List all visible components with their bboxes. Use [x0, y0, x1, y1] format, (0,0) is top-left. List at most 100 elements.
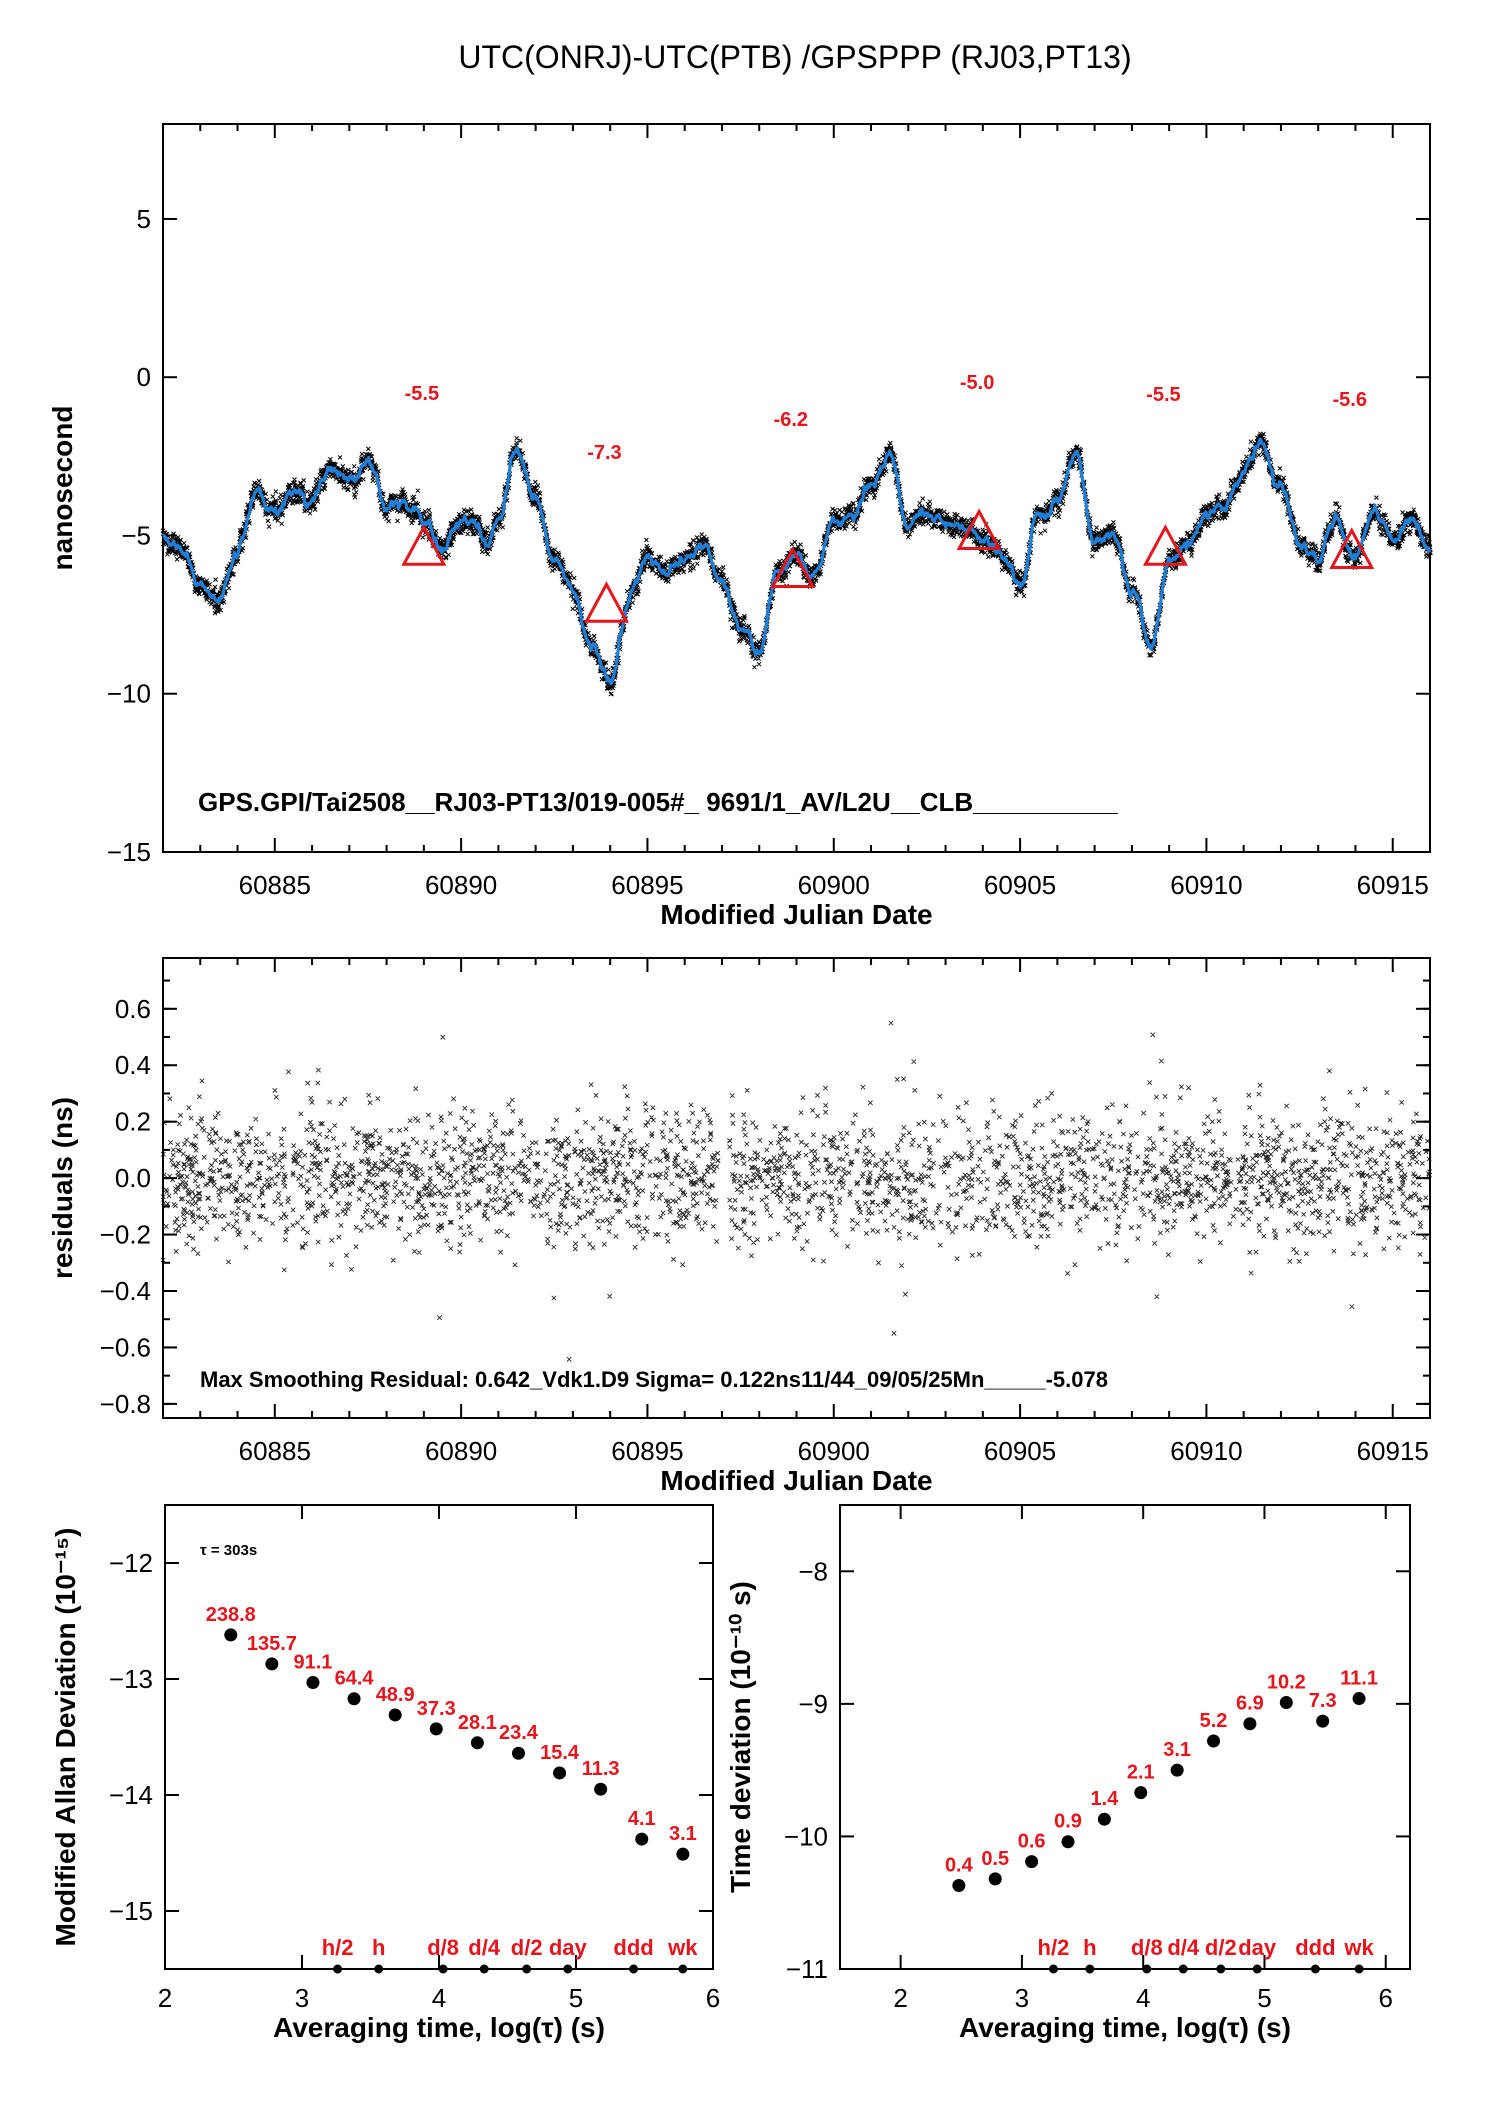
deviation-point-label: 11.1	[1340, 1668, 1378, 1690]
x-tick-label: 60905	[984, 870, 1056, 900]
x-tick-label: 3	[295, 1983, 309, 2013]
timedev-plot-frame	[839, 1504, 1411, 1970]
y-tick-label: −8	[798, 1556, 828, 1586]
reference-time-label: d/4	[1167, 1935, 1200, 1960]
deviation-point-label: 1.4	[1090, 1788, 1119, 1810]
reference-time-label: wk	[667, 1935, 698, 1960]
y-tick-label: 0.4	[115, 1050, 151, 1080]
reference-time-marker	[522, 1964, 532, 1974]
deviation-point-label: 0.6	[1018, 1831, 1046, 1853]
allan-deviation-panel: 2 3 4 5 6 −12 −13 −14 −15 Averaging time, log(τ) …	[50, 1504, 720, 2043]
reference-time-label: h/2	[322, 1935, 354, 1960]
deviation-point-label: 7.3	[1309, 1690, 1337, 1712]
deviation-point-label: 64.4	[335, 1668, 375, 1690]
deviation-point-label: 0.9	[1054, 1811, 1082, 1833]
residual-points	[160, 1020, 1433, 1362]
x-tick-label: 6	[706, 1983, 720, 2013]
reference-time-label: wk	[1343, 1935, 1374, 1960]
x-tick-label: 60885	[239, 870, 311, 900]
y-tick-label: −15	[107, 837, 151, 867]
deviation-point	[635, 1832, 649, 1846]
deviation-point	[1243, 1717, 1257, 1731]
x-axis-label: Averaging time, log(τ) (s)	[959, 2012, 1291, 2043]
x-tick-label: 3	[1015, 1983, 1029, 2013]
time-deviation-panel: 2 3 4 5 6 −8 −9 −10 −11 Averaging time, log(τ) (s…	[725, 1504, 1411, 2043]
y-tick-label: −12	[109, 1548, 153, 1578]
x-axis-label: Modified Julian Date	[660, 1465, 932, 1496]
y-tick-label: −0.4	[100, 1276, 151, 1306]
y-tick-label: −0.8	[100, 1389, 151, 1419]
reference-time-marker	[374, 1964, 384, 1974]
reference-time-marker	[678, 1964, 688, 1974]
deviation-point	[952, 1878, 966, 1892]
marker-value-label: -5.0	[960, 372, 994, 394]
reference-time-marker	[333, 1964, 343, 1974]
deviation-point	[1207, 1734, 1221, 1748]
deviation-point	[1097, 1812, 1111, 1826]
deviation-point-label: 37.3	[417, 1698, 456, 1720]
reference-time-marker	[1216, 1964, 1226, 1974]
deviation-point-label: 0.4	[945, 1854, 974, 1876]
deviation-point	[1352, 1692, 1366, 1706]
x-axis-label: Modified Julian Date	[660, 899, 932, 930]
reference-time-marker	[563, 1964, 573, 1974]
deviation-point-label: 3.1	[1163, 1739, 1191, 1761]
residuals-plot-frame	[162, 957, 1431, 1419]
reference-time-label: day	[1238, 1935, 1277, 1960]
deviation-point	[1025, 1855, 1039, 1869]
x-tick-label: 60895	[611, 870, 683, 900]
deviation-point	[1316, 1714, 1330, 1728]
x-tick-label: 60890	[425, 1436, 497, 1466]
x-tick-label: 6	[1379, 1983, 1393, 2013]
marker-value-label: -5.6	[1333, 389, 1367, 411]
residuals-panel: 60885 60890 60895 60900 60905 60910 60915 0.6 0.…	[47, 957, 1433, 1496]
deviation-point	[470, 1736, 484, 1750]
y-axis-label: Time deviation (10⁻¹⁰ s)	[725, 1581, 756, 1893]
reference-time-label: d/2	[1205, 1935, 1237, 1960]
y-tick-label: −10	[784, 1821, 828, 1851]
reference-time-marker	[479, 1964, 489, 1974]
y-tick-label: −13	[109, 1664, 153, 1694]
y-tick-label: −0.6	[100, 1332, 151, 1362]
x-tick-label: 2	[158, 1983, 172, 2013]
deviation-point	[265, 1657, 279, 1671]
y-tick-label: −5	[121, 520, 151, 550]
x-tick-label: 60895	[611, 1436, 683, 1466]
triangle-marker	[1329, 527, 1375, 569]
x-tick-label: 60905	[984, 1436, 1056, 1466]
triangle-marker	[1142, 524, 1188, 566]
x-tick-label: 60885	[239, 1436, 311, 1466]
reference-time-label: h/2	[1038, 1935, 1070, 1960]
reference-time-marker	[1178, 1964, 1188, 1974]
deviation-point	[511, 1746, 525, 1760]
reference-time-label: ddd	[1295, 1935, 1335, 1960]
y-tick-label: 5	[137, 204, 151, 234]
deviation-point	[388, 1708, 402, 1722]
reference-time-marker	[1252, 1964, 1262, 1974]
x-tick-label: 60900	[798, 870, 870, 900]
reference-time-label: d/4	[468, 1935, 501, 1960]
reference-time-marker	[1142, 1964, 1152, 1974]
residual-annotation: Max Smoothing Residual: 0.642_Vdk1.D9 Si…	[200, 1367, 1108, 1392]
triangle-marker	[956, 508, 1002, 550]
triangle-marker	[401, 524, 447, 566]
deviation-point	[988, 1872, 1002, 1886]
reference-time-label: d/8	[427, 1935, 459, 1960]
reference-time-label: day	[549, 1935, 588, 1960]
deviation-point	[224, 1628, 238, 1642]
y-tick-label: −0.2	[100, 1220, 151, 1250]
reference-time-marker	[1354, 1964, 1364, 1974]
deviation-point	[594, 1782, 608, 1796]
x-tick-label: 60915	[1357, 870, 1429, 900]
y-axis-label: nanosecond	[47, 406, 78, 571]
deviation-point	[1279, 1696, 1293, 1710]
deviation-point-label: 11.3	[582, 1758, 620, 1780]
deviation-point	[306, 1675, 320, 1689]
deviation-point-label: 6.9	[1236, 1693, 1264, 1715]
y-tick-label: 0.2	[115, 1107, 151, 1137]
x-tick-label: 5	[569, 1983, 583, 2013]
reference-time-label: ddd	[613, 1935, 653, 1960]
reference-time-label: d/8	[1131, 1935, 1163, 1960]
reference-time-label: h	[1083, 1935, 1096, 1960]
deviation-point-label: 91.1	[293, 1651, 332, 1673]
